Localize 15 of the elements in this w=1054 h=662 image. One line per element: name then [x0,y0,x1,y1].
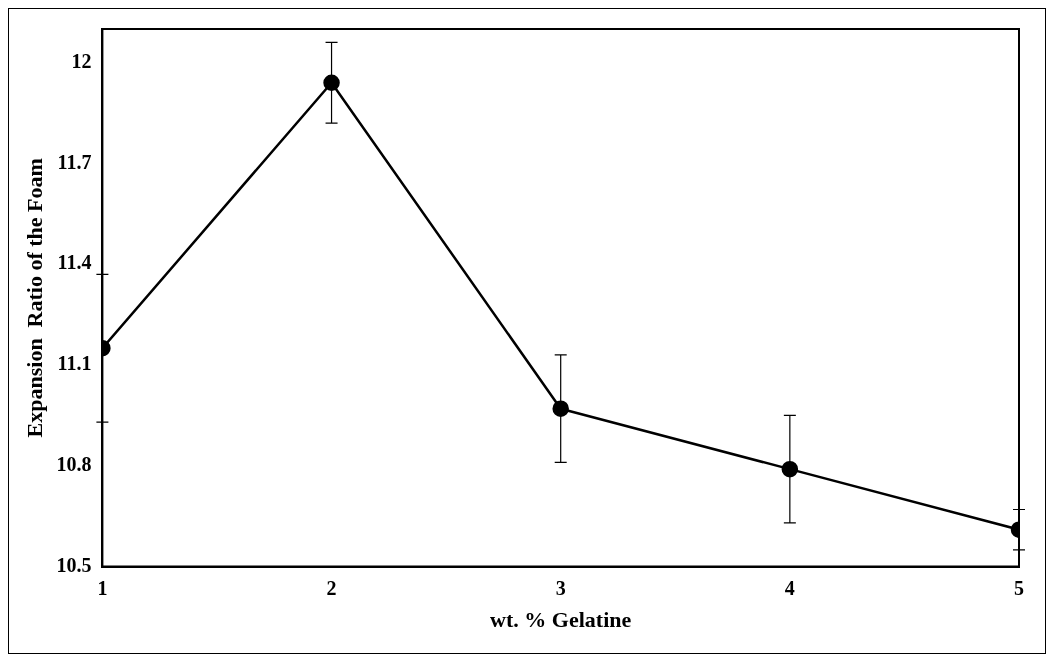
x-tick-label: 4 [784,576,795,599]
y-tick-label: 11.7 [57,150,92,173]
y-tick-label: 10.8 [56,452,92,475]
point [552,400,569,417]
x-tick-label: 3 [555,576,566,599]
x-tick-label: 1 [97,576,108,599]
x-tick-label: 5 [1014,576,1024,599]
x-axis-title: wt. % Gelatine [490,607,632,633]
y-axis-title: Expansion Ratio of the Foam [21,158,47,438]
x-tick-label: 2 [326,576,337,599]
y-tick-label: 12 [71,49,92,72]
y-tick-label: 10.5 [56,553,92,576]
y-tick-label: 11.1 [57,352,92,375]
point [323,74,340,92]
y-tick-label: 11.4 [57,251,92,274]
